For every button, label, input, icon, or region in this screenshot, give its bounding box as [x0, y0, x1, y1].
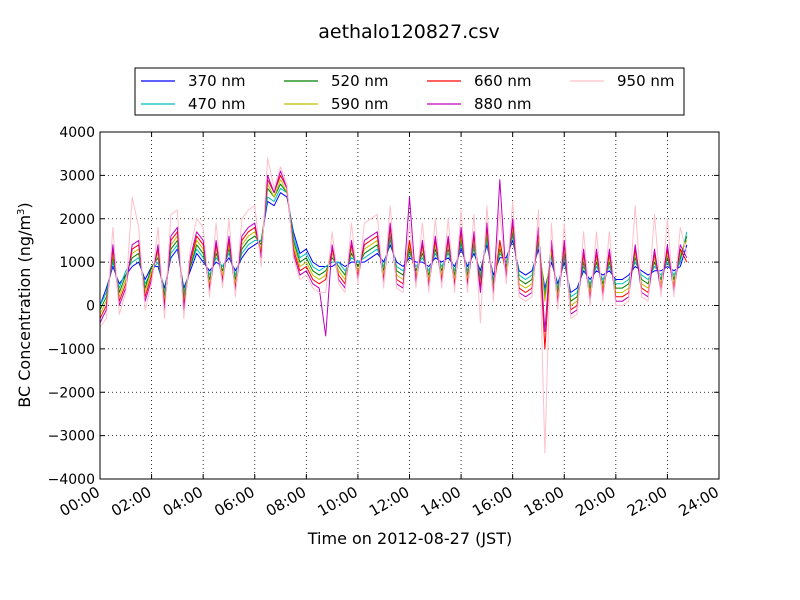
legend-frame	[134, 67, 685, 116]
y-axis-label: BC Concentration (ng/m3)	[15, 202, 34, 407]
x-tick-label: 08:00	[263, 483, 309, 520]
x-axis-label: Time on 2012-08-27 (JST)	[307, 529, 512, 548]
y-axis-label-main: BC Concentration (ng/m	[15, 215, 34, 408]
legend: 370 nm 470 nm 520 nm 590 nm 660 nm 880 nm 950 …	[134, 67, 685, 116]
y-tick-label: 2000	[59, 212, 95, 228]
grid	[100, 132, 719, 479]
y-tick-label: −4000	[48, 472, 95, 488]
x-tick-label: 00:00	[57, 483, 103, 520]
y-tick-label: 4000	[59, 125, 95, 141]
y-tick-label: −2000	[48, 385, 95, 401]
legend-label-6: 950 nm	[617, 72, 675, 90]
y-tick-label: −1000	[48, 342, 95, 358]
plot-lines	[99, 157, 688, 454]
axes: −4000 −3000 −2000 −1000 0 1000 2000 3000 4000 00:…	[48, 125, 722, 520]
y-axis-label-close: )	[15, 202, 34, 208]
legend-label-5: 880 nm	[474, 95, 532, 113]
x-tick-label: 02:00	[108, 483, 154, 520]
x-tick-label: 06:00	[211, 483, 257, 520]
y-axis-label-superscript: 3	[16, 209, 27, 215]
y-tick-label: 0	[86, 299, 95, 315]
y-tick-label: 3000	[59, 168, 95, 184]
chart-title: aethalo120827.csv	[318, 21, 500, 43]
x-tick-label: 18:00	[521, 483, 567, 520]
x-tick-label: 14:00	[418, 483, 464, 520]
x-tick-label: 10:00	[314, 483, 360, 520]
x-tick-label: 16:00	[469, 483, 515, 520]
x-tick-label: 24:00	[676, 483, 722, 520]
legend-label-0: 370 nm	[188, 72, 246, 90]
legend-label-1: 470 nm	[188, 95, 246, 113]
x-tick-label: 20:00	[572, 483, 618, 520]
legend-label-4: 660 nm	[474, 72, 532, 90]
y-tick-label: −3000	[48, 429, 95, 445]
legend-label-3: 590 nm	[331, 95, 389, 113]
legend-label-2: 520 nm	[331, 72, 389, 90]
x-tick-label: 04:00	[160, 483, 206, 520]
x-tick-label: 12:00	[366, 483, 412, 520]
x-tick-label: 22:00	[624, 483, 670, 520]
series-line-6	[99, 157, 688, 454]
y-tick-label: 1000	[59, 255, 95, 271]
